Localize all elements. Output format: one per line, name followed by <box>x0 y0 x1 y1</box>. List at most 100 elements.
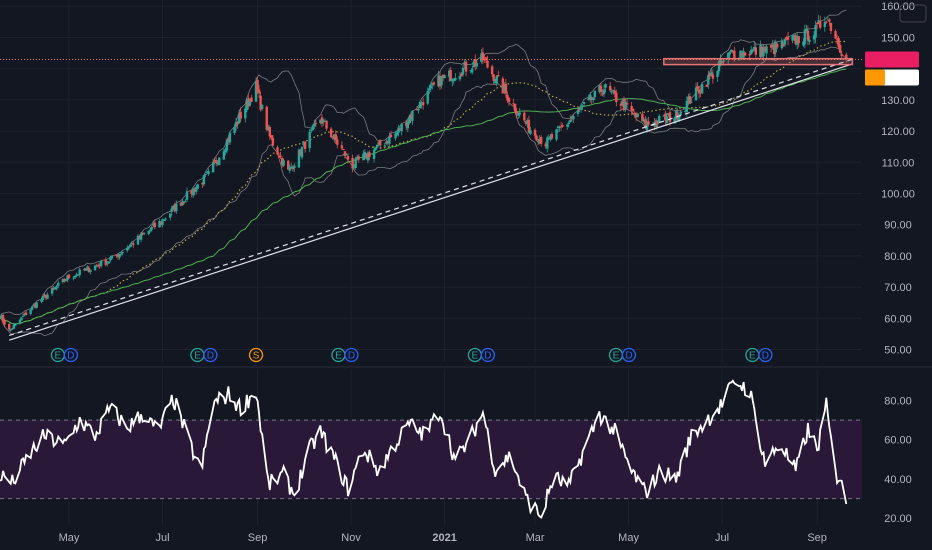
candle-body <box>794 35 797 44</box>
candle-body <box>173 204 176 212</box>
candle-body <box>699 91 702 93</box>
candle-body <box>175 203 178 212</box>
trendline-dashed[interactable] <box>9 58 853 337</box>
candle-body <box>426 91 429 104</box>
candle-body <box>86 266 89 270</box>
candle-body <box>23 313 26 316</box>
earnings-icon[interactable]: E <box>190 347 205 363</box>
earnings-icon[interactable]: E <box>745 347 760 363</box>
earnings-icon[interactable]: E <box>50 347 66 363</box>
candle-body <box>308 132 311 149</box>
candle-body <box>529 130 532 134</box>
candle-body <box>201 183 204 185</box>
candle-body <box>673 118 676 124</box>
candle-body <box>751 49 754 52</box>
trendline-solid[interactable] <box>9 63 853 341</box>
earnings-icon[interactable]: E <box>331 347 346 363</box>
candle-body <box>287 160 290 170</box>
currency-box <box>899 4 927 23</box>
candle-body <box>351 157 354 169</box>
candle-body <box>96 265 100 267</box>
dividend-icon[interactable]: D <box>480 347 496 363</box>
candle-body <box>7 324 11 330</box>
candle-body <box>14 323 17 326</box>
candle-body <box>763 46 767 52</box>
candle-body <box>719 59 722 66</box>
candle-body <box>257 89 261 94</box>
candle-body <box>731 51 735 53</box>
candle-body <box>835 39 839 41</box>
candle-body <box>398 128 402 131</box>
candle-body <box>503 86 506 92</box>
candle-body <box>817 20 820 23</box>
candle-body <box>256 79 259 92</box>
candle-body <box>481 52 485 61</box>
candle-body <box>322 120 325 123</box>
candle-body <box>247 98 250 107</box>
dividend-icon[interactable]: D <box>621 347 637 363</box>
candle-body <box>406 121 410 129</box>
candle-body <box>110 255 114 259</box>
event-label: E <box>55 351 62 362</box>
candle-body <box>405 122 408 127</box>
candle-body <box>50 288 54 294</box>
candle-body <box>535 135 538 141</box>
candle-body <box>83 269 86 271</box>
event-circle <box>758 347 773 363</box>
candle-body <box>84 268 88 271</box>
rsi-band <box>0 420 862 499</box>
candle-body <box>654 120 658 128</box>
event-label: D <box>348 351 355 362</box>
candle-body <box>52 288 55 290</box>
candle-body <box>536 140 540 142</box>
dividend-icon[interactable]: D <box>203 347 218 363</box>
candle-body <box>690 101 693 103</box>
dividend-icon[interactable]: D <box>344 347 359 363</box>
candle-body <box>182 202 186 204</box>
candle-body <box>342 149 345 151</box>
candle-body <box>774 42 777 53</box>
candle-body <box>233 126 236 134</box>
candle-body <box>625 102 629 105</box>
candle-body <box>688 96 692 104</box>
candle-body <box>259 95 262 110</box>
candle-body <box>742 50 745 58</box>
earnings-icon[interactable]: E <box>608 347 624 363</box>
candle-body <box>109 258 112 261</box>
candle-body <box>345 154 348 156</box>
candle-body <box>685 101 689 112</box>
candle-body <box>379 139 382 146</box>
earnings-icon[interactable]: E <box>467 347 483 363</box>
candle-body <box>829 22 833 32</box>
dividend-icon[interactable]: D <box>758 347 773 363</box>
candle-body <box>168 213 172 218</box>
price-tick-label: 50.00 <box>884 345 912 357</box>
candle-body <box>802 41 805 46</box>
time-tick-label: Sep <box>807 532 827 544</box>
candle-body <box>172 206 175 210</box>
rsi-tick-label: 40.00 <box>884 474 912 486</box>
candle-body <box>463 62 466 66</box>
candle-body <box>314 122 318 124</box>
candle-body <box>432 82 436 85</box>
candle-body <box>225 139 229 151</box>
candle-body <box>845 54 848 60</box>
price-axis: 50.00 60.00 70.00 80.00 90.00 100.00 110.00 120… <box>881 1 915 356</box>
candle-body <box>524 121 528 124</box>
candle-body <box>149 229 152 232</box>
candle-body <box>658 116 661 123</box>
split-icon[interactable]: S <box>248 347 264 363</box>
currency-button[interactable] <box>899 4 927 23</box>
candle-body <box>333 134 336 140</box>
dividend-icon[interactable]: D <box>63 347 79 363</box>
support-zone-box[interactable] <box>663 57 854 66</box>
candle-body <box>805 28 808 31</box>
candle-body <box>138 236 141 239</box>
candle-body <box>340 145 344 149</box>
candle-body <box>664 113 667 121</box>
candle-body <box>769 44 773 48</box>
candle-body <box>214 160 218 163</box>
candle-body <box>75 274 78 276</box>
candle-body <box>743 52 747 56</box>
candle-body <box>95 265 98 267</box>
